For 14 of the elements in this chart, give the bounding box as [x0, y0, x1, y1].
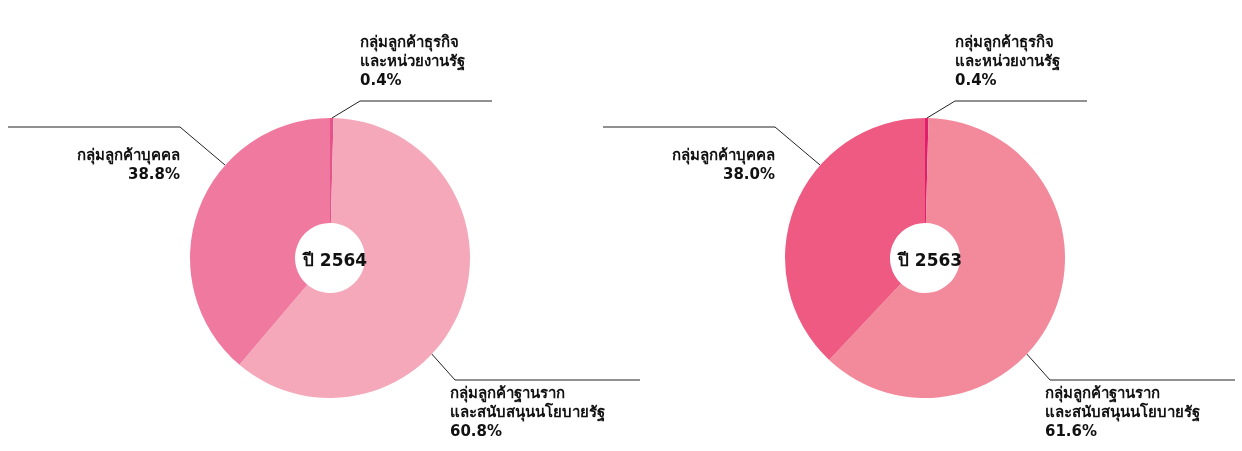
- text: ปี 2563: [896, 249, 963, 270]
- data-label: 60.8%: [450, 421, 503, 440]
- slice-label: กลุ่มลูกค้าบุคคล: [77, 145, 180, 165]
- data-label: 0.4%: [360, 70, 402, 89]
- slice-label: กลุ่มลูกค้าฐานราก และสนับสนุนนโยบายรัฐ: [450, 383, 605, 422]
- slice-label: กลุ่มลูกค้าฐานราก และสนับสนุนนโยบายรัฐ: [1045, 383, 1200, 422]
- data-label: 0.4%: [955, 70, 997, 89]
- text: ปี 2564: [301, 249, 368, 270]
- data-label: 38.0%: [722, 164, 775, 183]
- data-label: 38.8%: [127, 164, 180, 183]
- slice-label: กลุ่มลูกค้าธุรกิจ และหน่วยงานรัฐ: [955, 32, 1060, 71]
- slice-label: กลุ่มลูกค้าบุคคล: [672, 145, 775, 165]
- slice-label: กลุ่มลูกค้าธุรกิจ และหน่วยงานรัฐ: [360, 32, 465, 71]
- data-label: 61.6%: [1045, 421, 1098, 440]
